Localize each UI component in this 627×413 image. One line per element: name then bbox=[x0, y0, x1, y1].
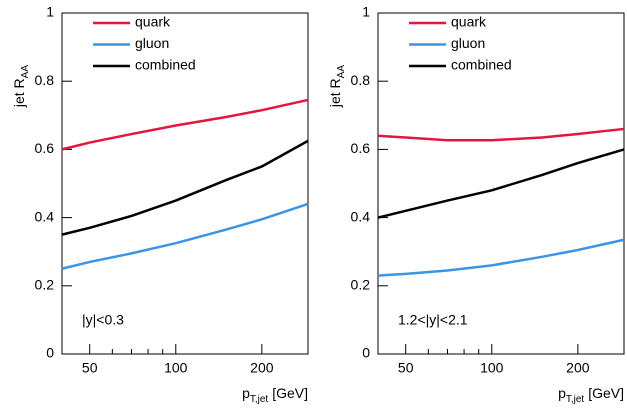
x-label-unit: [GeV] bbox=[588, 385, 624, 401]
curve bbox=[61, 202, 309, 270]
annotation: 1.2<|y|<2.1 bbox=[398, 312, 468, 328]
x-tick-label: 100 bbox=[480, 360, 504, 376]
x-tick-label: 200 bbox=[566, 360, 590, 376]
x-label-main: p bbox=[242, 385, 250, 401]
y-tick-label: 0.2 bbox=[35, 277, 55, 293]
y-tick-label: 1 bbox=[46, 4, 54, 20]
x-label-main: p bbox=[558, 385, 566, 401]
curve bbox=[61, 98, 309, 151]
y-label-main: jet R bbox=[327, 78, 343, 108]
y-tick-label: 0.8 bbox=[351, 72, 371, 88]
x-label-sub: T,jet bbox=[250, 394, 269, 405]
x-label-unit: [GeV] bbox=[272, 385, 308, 401]
legend-label: quark bbox=[135, 14, 171, 30]
y-tick-label: 0.4 bbox=[35, 208, 55, 224]
y-tick-label: 0.4 bbox=[351, 208, 371, 224]
y-axis-label: jet RAA bbox=[11, 65, 31, 108]
x-tick-label: 100 bbox=[164, 360, 188, 376]
plot-frame bbox=[377, 12, 625, 355]
x-tick-label: 200 bbox=[250, 360, 274, 376]
y-tick-label: 1 bbox=[362, 4, 370, 20]
y-label-main: jet R bbox=[11, 78, 27, 108]
x-label-sub: T,jet bbox=[566, 394, 585, 405]
x-tick-label: 50 bbox=[398, 360, 414, 376]
y-tick-label: 0.2 bbox=[351, 277, 371, 293]
legend-label: quark bbox=[451, 14, 487, 30]
y-axis-label: jet RAA bbox=[327, 65, 347, 108]
x-axis-label: pT,jet [GeV] bbox=[558, 385, 624, 405]
legend-label: combined bbox=[451, 57, 512, 73]
y-tick-label: 0.6 bbox=[35, 140, 55, 156]
y-label-sub: AA bbox=[336, 65, 347, 79]
x-tick-label: 50 bbox=[82, 360, 98, 376]
y-tick-label: 0.6 bbox=[351, 140, 371, 156]
legend-label: gluon bbox=[135, 35, 169, 51]
plot-frame bbox=[61, 12, 309, 355]
curve bbox=[61, 139, 309, 236]
legend-label: combined bbox=[135, 57, 196, 73]
annotation: |y|<0.3 bbox=[82, 312, 124, 328]
curve bbox=[377, 148, 625, 219]
y-tick-label: 0 bbox=[362, 345, 370, 361]
curve bbox=[377, 127, 625, 142]
curve bbox=[377, 238, 625, 277]
legend-label: gluon bbox=[451, 35, 485, 51]
x-axis-label: pT,jet [GeV] bbox=[242, 385, 308, 405]
y-tick-label: 0 bbox=[46, 345, 54, 361]
y-tick-label: 0.8 bbox=[35, 72, 55, 88]
y-label-sub: AA bbox=[20, 65, 31, 79]
